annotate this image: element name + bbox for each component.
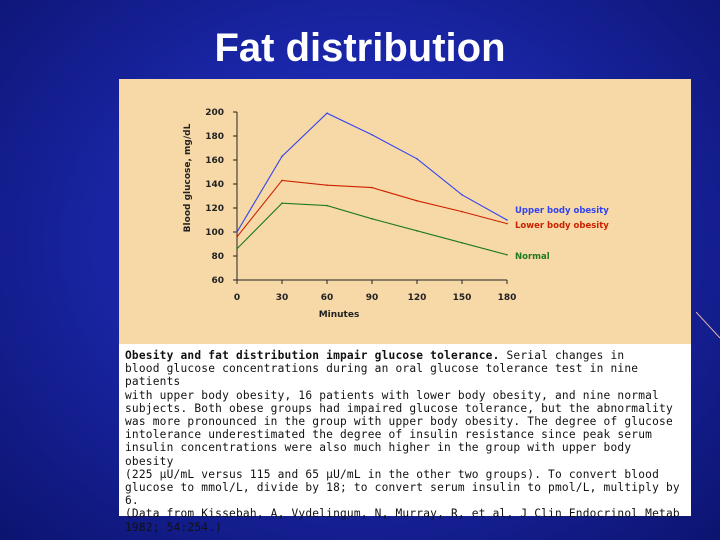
caption-line: insulin concentrations were also much hi… <box>125 441 632 468</box>
series-point <box>236 248 238 250</box>
x-tick-label: 30 <box>276 293 289 303</box>
y-tick-label: 200 <box>205 108 224 118</box>
caption-lead: Obesity and fat distribution impair gluc… <box>125 349 500 362</box>
series-point <box>506 254 508 256</box>
series-point <box>326 204 328 207</box>
y-tick-label: 100 <box>205 228 224 238</box>
series-point <box>461 210 463 213</box>
series-point <box>506 222 508 225</box>
y-tick-label: 180 <box>205 132 224 142</box>
series-point <box>461 194 463 196</box>
caption-line: intolerance underestimated the degree of… <box>125 428 653 442</box>
x-tick-label: 60 <box>321 293 334 303</box>
series-point <box>416 200 418 202</box>
x-tick-label: 180 <box>498 293 517 303</box>
decorative-line <box>696 312 720 339</box>
x-axis-label: Minutes <box>319 310 360 320</box>
y-axis-label: Blood glucose, mg/dL <box>183 123 193 232</box>
y-tick-label: 80 <box>211 252 224 262</box>
series-point <box>281 155 283 158</box>
series-point <box>236 236 238 238</box>
series-line <box>236 202 508 256</box>
slide-title: Fat distribution <box>214 26 506 70</box>
caption-line: blood glucose concentrations during an o… <box>125 362 639 389</box>
series-line <box>236 179 508 238</box>
caption-line: 1982; 54:254.) <box>125 520 223 534</box>
series-point <box>461 242 463 244</box>
series-point <box>416 230 418 232</box>
x-tick-label: 120 <box>408 293 427 303</box>
legend-entry: Lower body obesity <box>515 221 609 231</box>
caption-line: was more pronounced in the group with up… <box>125 415 673 429</box>
glucose-line-chart: 60 80 100 120 140 160 180 200 0 30 60 90 120 150 180 Mi… <box>183 108 609 320</box>
series-point <box>506 219 508 221</box>
series-line <box>236 112 508 233</box>
caption-line: (225 μU/mL versus 115 and 65 μU/mL in th… <box>125 467 660 481</box>
series-point <box>416 158 418 160</box>
caption-line-1: Obesity and fat distribution impair gluc… <box>125 349 685 362</box>
legend-entry: Normal <box>515 252 550 262</box>
caption-lead-rest: Serial changes in <box>499 349 625 362</box>
x-tick-label: 90 <box>366 293 379 303</box>
y-tick-label: 60 <box>211 276 224 286</box>
series-point <box>236 231 238 233</box>
legend-entry: Upper body obesity <box>515 206 609 216</box>
x-tick-label: 150 <box>453 293 472 303</box>
y-tick-label: 140 <box>205 180 224 190</box>
series-point <box>371 218 373 220</box>
figure-caption: Obesity and fat distribution impair gluc… <box>119 344 691 534</box>
y-tick-label: 160 <box>205 156 224 166</box>
series-point <box>281 179 283 182</box>
series-point <box>326 184 328 186</box>
x-tick-label: 0 <box>234 293 240 303</box>
y-tick-label: 120 <box>205 204 224 214</box>
caption-line: subjects. Both obese groups had impaired… <box>125 401 673 415</box>
caption-line: glucose to mmol/L, divide by 18; to conv… <box>125 481 680 508</box>
series-point <box>281 202 283 204</box>
series-point <box>326 112 328 114</box>
series-point <box>371 134 373 136</box>
caption-line: with upper body obesity, 16 patients wit… <box>125 388 660 402</box>
series-point <box>371 186 373 189</box>
caption-line: (Data from Kissebah, A, Vydelingum, N, M… <box>125 507 680 521</box>
